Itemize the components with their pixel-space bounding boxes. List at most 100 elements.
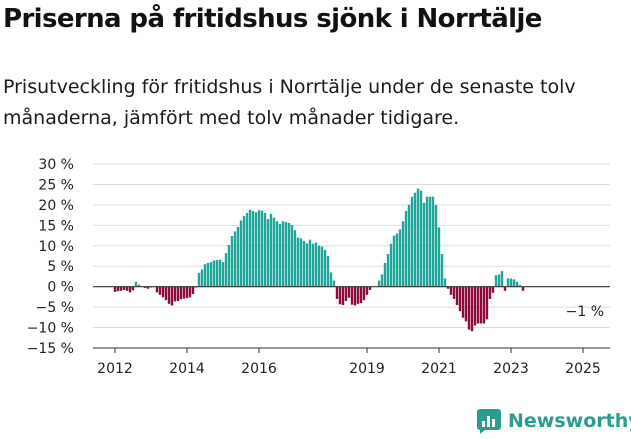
bars bbox=[113, 188, 525, 332]
bar bbox=[119, 286, 123, 291]
bar bbox=[377, 280, 381, 287]
bar bbox=[455, 286, 459, 306]
bar bbox=[323, 249, 327, 287]
bar bbox=[407, 204, 411, 287]
bar bbox=[167, 286, 171, 304]
bar bbox=[506, 278, 510, 287]
x-tick-label: 2021 bbox=[421, 361, 457, 377]
bar bbox=[191, 286, 195, 295]
bar bbox=[485, 286, 489, 320]
bar bbox=[401, 221, 405, 287]
bar bbox=[308, 239, 312, 287]
bar bbox=[203, 264, 207, 287]
y-tick-label: 25 % bbox=[38, 177, 74, 193]
x-tick-label: 2012 bbox=[97, 361, 133, 377]
bar bbox=[326, 256, 330, 287]
bar bbox=[335, 286, 339, 299]
y-tick-label: 15 % bbox=[38, 218, 74, 234]
bar bbox=[137, 284, 141, 287]
bar bbox=[158, 286, 162, 295]
bar bbox=[245, 213, 249, 287]
bar bbox=[266, 219, 270, 287]
bar bbox=[380, 274, 384, 287]
bar bbox=[122, 286, 126, 290]
bar bbox=[272, 217, 276, 287]
bar bbox=[503, 286, 507, 291]
gridlines bbox=[93, 163, 610, 349]
bar bbox=[398, 229, 402, 287]
y-axis-labels: 30 % 25 % 20 % 15 % 10 % 5 % 0 % −5 % −10 % −15 % bbox=[27, 157, 74, 357]
x-tick-label: 2016 bbox=[241, 361, 277, 377]
bar bbox=[131, 286, 135, 291]
y-tick-label: 0 % bbox=[47, 280, 74, 296]
y-tick-label: −15 % bbox=[27, 341, 74, 357]
bar bbox=[332, 280, 336, 287]
bar bbox=[359, 286, 363, 304]
bar bbox=[422, 202, 426, 287]
bar bbox=[443, 278, 447, 287]
bar bbox=[176, 286, 180, 301]
bar bbox=[473, 286, 477, 326]
latest-value-annotation: −1 % bbox=[566, 304, 604, 320]
bar bbox=[296, 237, 300, 287]
bar bbox=[260, 210, 264, 287]
bar bbox=[497, 274, 501, 287]
bar bbox=[182, 286, 186, 299]
bar bbox=[353, 286, 357, 306]
bar bbox=[188, 286, 192, 298]
bar bbox=[218, 259, 222, 287]
bar bbox=[284, 222, 288, 287]
bar bbox=[356, 286, 360, 304]
y-tick-label: 20 % bbox=[38, 198, 74, 214]
bar bbox=[368, 286, 372, 290]
bar bbox=[233, 231, 237, 287]
bar bbox=[425, 196, 429, 287]
bar bbox=[452, 286, 456, 299]
bar bbox=[386, 253, 390, 287]
bar bbox=[290, 224, 294, 287]
y-tick-label: −10 % bbox=[27, 321, 74, 337]
bar bbox=[467, 286, 471, 330]
bar bbox=[521, 286, 525, 291]
bar bbox=[329, 272, 333, 287]
bar bbox=[197, 272, 201, 287]
x-tick-label: 2014 bbox=[169, 361, 205, 377]
bar bbox=[128, 286, 132, 293]
brand-logo: Newsworthy bbox=[476, 408, 631, 434]
bar bbox=[500, 271, 504, 287]
bar bbox=[413, 192, 417, 287]
bar bbox=[494, 275, 498, 287]
bar bbox=[143, 286, 147, 288]
bar bbox=[344, 286, 348, 301]
bar bbox=[470, 286, 474, 332]
bar bbox=[209, 262, 213, 287]
x-tick-label: 2025 bbox=[565, 361, 601, 377]
bar bbox=[299, 238, 303, 287]
bar bbox=[515, 281, 519, 287]
bar bbox=[230, 235, 234, 287]
bar bbox=[254, 212, 258, 287]
bar bbox=[416, 188, 420, 287]
bar bbox=[164, 286, 168, 301]
bar bbox=[431, 196, 435, 287]
bar bbox=[113, 286, 117, 292]
bar bbox=[404, 211, 408, 287]
y-tick-label: 5 % bbox=[47, 259, 74, 275]
bar bbox=[287, 222, 291, 287]
bar bbox=[518, 285, 522, 287]
bar bbox=[488, 286, 492, 299]
bar bbox=[458, 286, 462, 312]
bar bbox=[512, 279, 516, 287]
bar bbox=[482, 286, 486, 324]
bar bbox=[170, 286, 174, 306]
bar bbox=[281, 221, 285, 287]
bar bbox=[161, 286, 165, 298]
bar bbox=[221, 262, 225, 287]
bar bbox=[179, 286, 183, 300]
bar bbox=[212, 260, 216, 287]
bar bbox=[341, 286, 345, 306]
bar bbox=[449, 286, 453, 295]
y-tick-label: 10 % bbox=[38, 239, 74, 255]
bar bbox=[434, 204, 438, 287]
bar bbox=[242, 215, 246, 287]
